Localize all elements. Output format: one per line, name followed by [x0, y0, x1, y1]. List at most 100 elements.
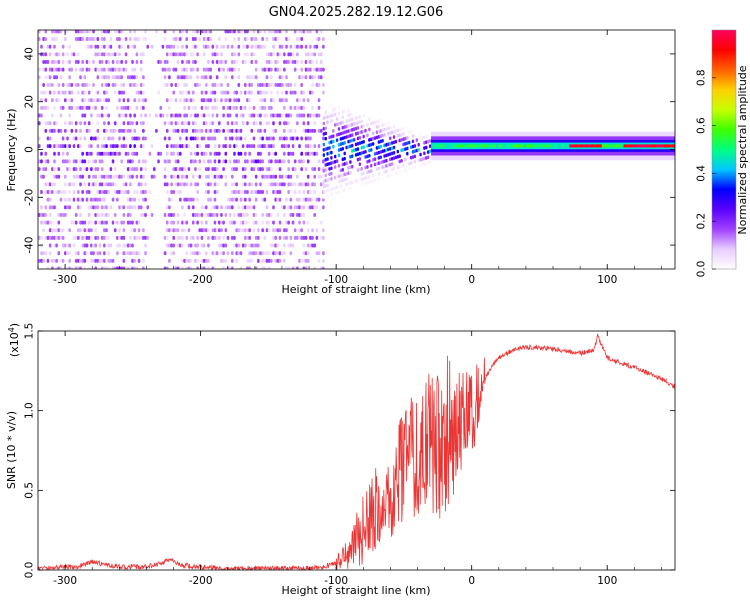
- spectrogram-cell: [339, 121, 343, 125]
- spectrogram-cell: [124, 243, 128, 248]
- spectrogram-cell: [362, 134, 365, 139]
- spectrogram-cell: [291, 266, 295, 269]
- spectrogram-cell: [59, 228, 63, 233]
- spectrogram-cell: [129, 30, 132, 34]
- spectrogram-cell: [360, 140, 363, 145]
- spectrogram-cell: [68, 98, 71, 103]
- spectrogram-cell: [109, 151, 113, 156]
- spectrogram-cell: [267, 228, 271, 233]
- spectrogram-cell: [322, 116, 326, 121]
- spectrogram-cell: [274, 60, 277, 65]
- spectrogram-cell: [61, 105, 65, 110]
- spectrogram-cell: [241, 243, 245, 248]
- spectrogram-cell: [181, 220, 184, 225]
- spectrogram-cell: [198, 144, 202, 149]
- spectrogram-cell: [148, 151, 152, 156]
- spectrogram-core-cell: [653, 144, 657, 148]
- spectrogram-cell: [131, 67, 134, 72]
- spectrogram-cell: [267, 136, 271, 141]
- spectrogram-cell: [57, 167, 61, 172]
- spectrogram-cell: [349, 154, 352, 159]
- spectrogram-cell: [96, 251, 100, 256]
- spectrogram-cell: [222, 251, 225, 256]
- spectrogram-cell: [220, 220, 223, 225]
- spectrogram-cell: [51, 128, 54, 133]
- spectrogram-cell: [360, 172, 363, 176]
- spectrogram-cell: [196, 128, 199, 133]
- spectrogram-cell: [278, 190, 282, 195]
- spectrogram-cell: [252, 105, 256, 110]
- spectrogram-cell: [213, 105, 217, 110]
- spectrogram-cell: [55, 121, 58, 126]
- spectrogram-cell: [94, 174, 97, 179]
- spectrogram-cell: [315, 235, 319, 240]
- spectrogram-cell: [137, 182, 141, 187]
- spectrogram-cell: [79, 182, 82, 187]
- spectrogram-cell: [133, 144, 137, 149]
- spectrogram-cell: [248, 258, 251, 263]
- spectrogram-cell: [322, 37, 325, 42]
- spectrogram-cell: [105, 113, 108, 118]
- spectrogram-cell: [46, 44, 50, 49]
- spectrogram-cell: [390, 130, 394, 135]
- spectrogram-cell: [42, 212, 45, 217]
- spectrogram-cell: [38, 75, 41, 80]
- spectrogram-cell: [351, 180, 354, 185]
- spectrogram-cell: [313, 167, 317, 172]
- spectrogram-cell: [319, 67, 323, 72]
- spectrogram-cell: [133, 190, 137, 195]
- spectrogram-cell: [211, 44, 215, 49]
- spectrogram-cell: [278, 258, 282, 263]
- spectrogram-cell: [302, 113, 306, 118]
- spectrogram-cell: [204, 75, 208, 80]
- spectrogram-cell: [85, 30, 89, 34]
- spectrogram-cell: [250, 82, 254, 87]
- spectrogram-cell: [137, 228, 141, 233]
- spectrogram-cell: [183, 167, 186, 172]
- spectrogram-cell: [163, 174, 167, 179]
- spectrogram-cell: [87, 159, 91, 164]
- spectrogram-cell: [85, 151, 89, 156]
- spectrogram-cell: [250, 167, 254, 172]
- spectrogram-cell: [189, 182, 193, 187]
- spectrogram-core-cell: [490, 144, 494, 148]
- spectrogram-cell: [280, 174, 284, 179]
- spectrogram-cell: [230, 197, 234, 202]
- spectrogram-cell: [61, 60, 65, 65]
- spectrogram-cell: [51, 190, 54, 195]
- spectrogram-cell: [55, 144, 58, 149]
- spectrogram-cell: [283, 52, 286, 57]
- spectrogram-core-cell: [637, 144, 641, 148]
- spectrogram-cell: [105, 105, 108, 110]
- spectrogram-cell: [237, 212, 241, 217]
- spectrogram-cell: [196, 212, 199, 217]
- spectrogram-cell: [198, 174, 202, 179]
- spectrogram-cell: [55, 266, 58, 269]
- spectrogram-cell: [313, 266, 317, 269]
- spectrogram-cell: [183, 220, 186, 225]
- spectrogram-cell: [278, 113, 282, 118]
- spectrogram-cell: [293, 235, 297, 240]
- spectrogram-cell: [375, 167, 379, 171]
- spectrogram-cell: [349, 144, 352, 149]
- spectrogram-cell: [220, 82, 223, 87]
- spectrogram-cell: [371, 157, 375, 162]
- spectrogram-cell: [230, 128, 234, 133]
- spectrogram-cell: [165, 159, 169, 164]
- spectrogram-cell: [98, 190, 102, 195]
- spectrogram-cell: [334, 112, 337, 117]
- spectrogram-cell: [129, 220, 132, 225]
- spectrogram-cell: [278, 67, 282, 72]
- spectrogram-cell: [44, 60, 48, 65]
- spectrogram-cell: [87, 205, 91, 210]
- spectrogram-cell: [94, 228, 97, 233]
- spectrogram-cell: [139, 52, 143, 57]
- spectrogram-cell: [261, 258, 264, 263]
- spectrogram-cell: [129, 113, 132, 118]
- spectrogram-cell: [274, 30, 277, 34]
- spectrogram-cell: [352, 127, 356, 132]
- spectrogram-cell: [311, 52, 314, 57]
- spectrogram-cell: [204, 190, 208, 195]
- spectrogram-cell: [220, 44, 223, 49]
- spectrogram-cell: [252, 251, 256, 256]
